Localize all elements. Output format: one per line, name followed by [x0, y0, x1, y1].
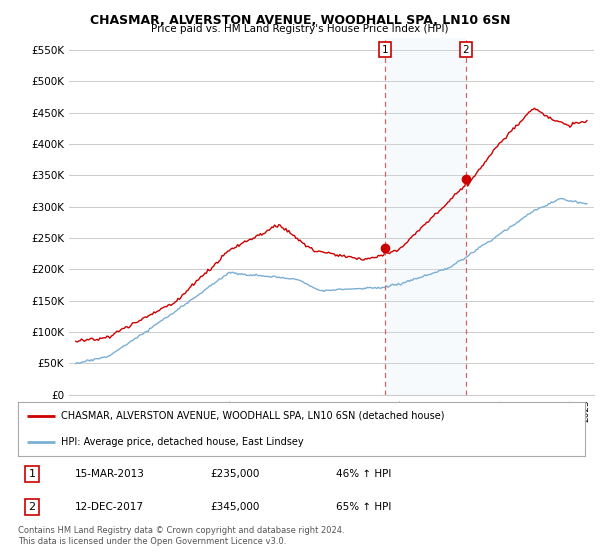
Text: CHASMAR, ALVERSTON AVENUE, WOODHALL SPA, LN10 6SN: CHASMAR, ALVERSTON AVENUE, WOODHALL SPA,… — [90, 14, 510, 27]
Text: HPI: Average price, detached house, East Lindsey: HPI: Average price, detached house, East… — [61, 437, 303, 447]
Text: Price paid vs. HM Land Registry's House Price Index (HPI): Price paid vs. HM Land Registry's House … — [151, 24, 449, 34]
Text: Contains HM Land Registry data © Crown copyright and database right 2024.
This d: Contains HM Land Registry data © Crown c… — [18, 526, 344, 546]
Text: 1: 1 — [382, 45, 389, 55]
Text: £345,000: £345,000 — [211, 502, 260, 512]
Text: 65% ↑ HPI: 65% ↑ HPI — [335, 502, 391, 512]
Text: 2: 2 — [29, 502, 36, 512]
Text: 15-MAR-2013: 15-MAR-2013 — [75, 469, 145, 479]
Text: £235,000: £235,000 — [211, 469, 260, 479]
Text: 2: 2 — [463, 45, 469, 55]
Text: 12-DEC-2017: 12-DEC-2017 — [75, 502, 144, 512]
Text: 1: 1 — [29, 469, 35, 479]
Bar — [385, 38, 466, 395]
Text: 46% ↑ HPI: 46% ↑ HPI — [335, 469, 391, 479]
Text: CHASMAR, ALVERSTON AVENUE, WOODHALL SPA, LN10 6SN (detached house): CHASMAR, ALVERSTON AVENUE, WOODHALL SPA,… — [61, 411, 444, 421]
